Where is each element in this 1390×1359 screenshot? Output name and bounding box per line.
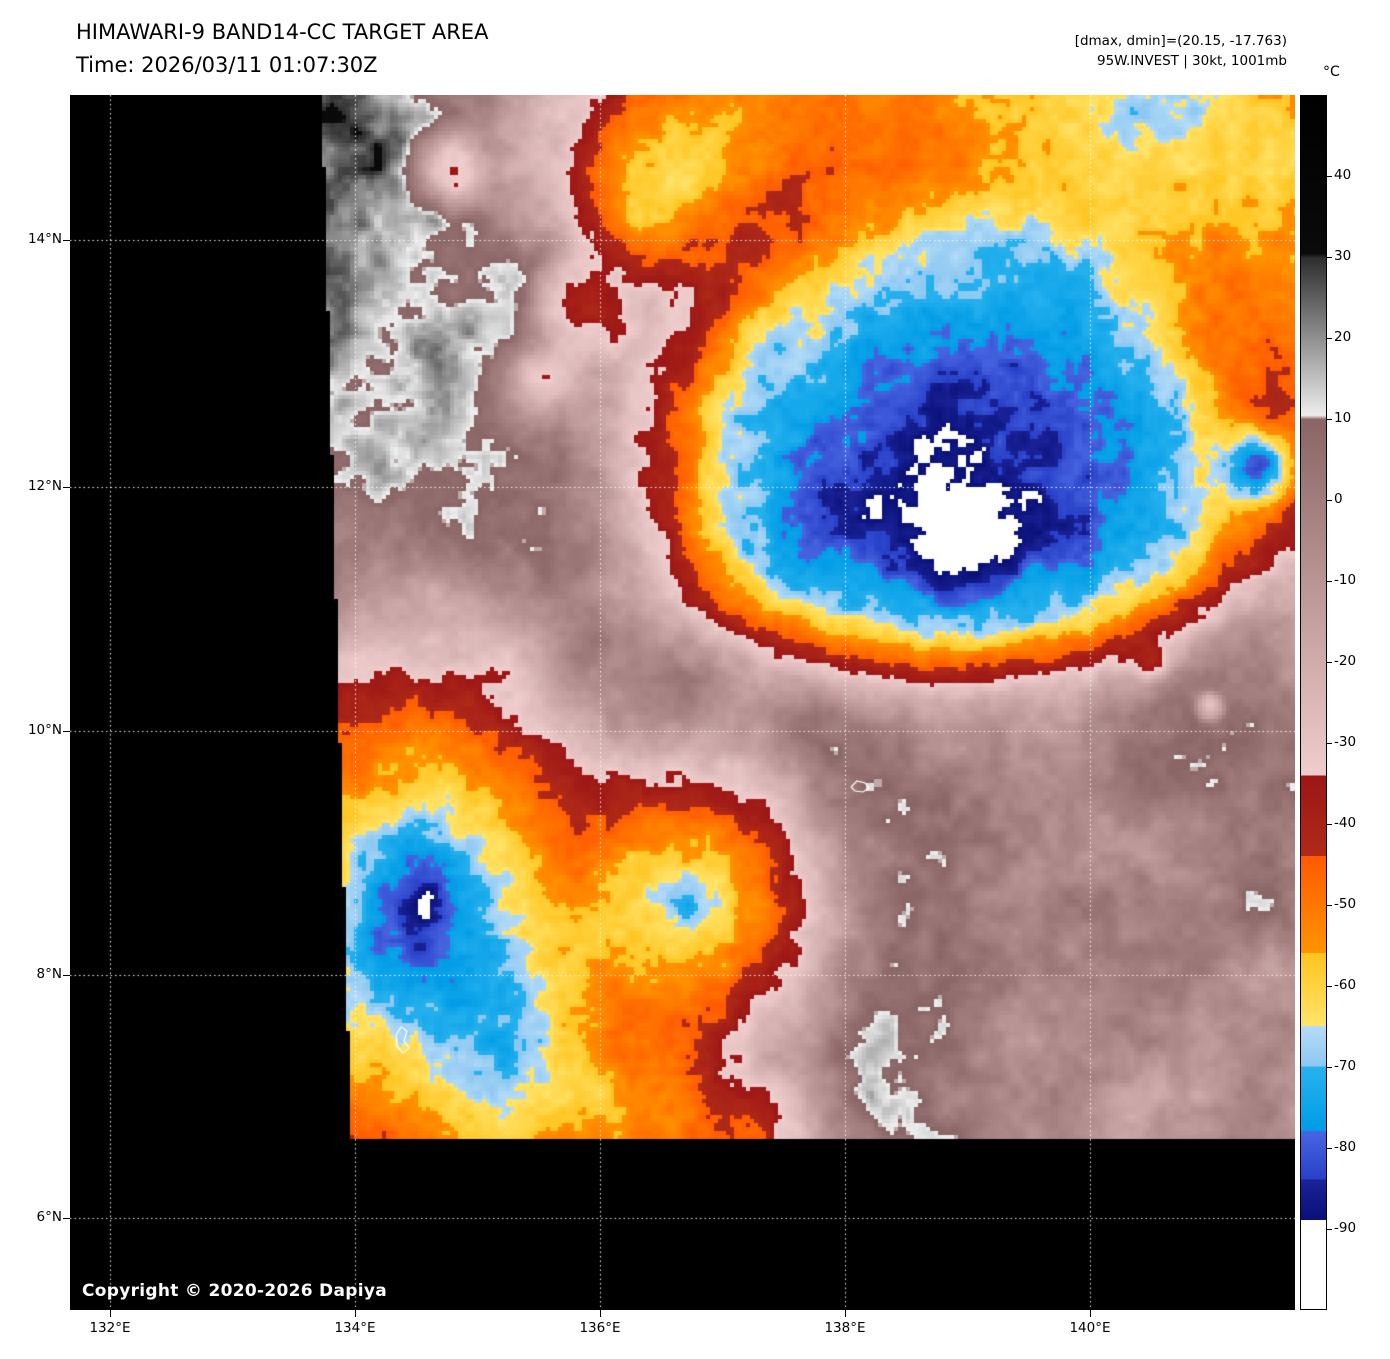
colorbar-tick-label: -30 (1334, 734, 1357, 750)
colorbar-tick-mark (1327, 338, 1332, 339)
copyright-text: Copyright © 2020-2026 Dapiya (82, 1281, 387, 1301)
range-info: [dmax, dmin]=(20.15, -17.763) (1074, 33, 1287, 49)
lat-tick-label: 6°N (36, 1209, 62, 1225)
lon-tick-mark (600, 1310, 601, 1317)
colorbar-tick-label: 20 (1334, 329, 1352, 345)
colorbar-tick-mark (1327, 1148, 1332, 1149)
lat-tick-mark (63, 731, 70, 732)
colorbar-tick-label: -40 (1334, 815, 1357, 831)
colorbar-tick-mark (1327, 257, 1332, 258)
title-block: HIMAWARI-9 BAND14-CC TARGET AREA Time: 2… (76, 16, 488, 82)
colorbar-unit-label: °C (1323, 64, 1340, 80)
lat-tick-label: 14°N (27, 231, 62, 247)
lat-tick-mark (63, 975, 70, 976)
colorbar-tick-label: 30 (1334, 248, 1352, 264)
colorbar-tick-mark (1327, 500, 1332, 501)
colorbar-tick-mark (1327, 986, 1332, 987)
map-plot-area: Copyright © 2020-2026 Dapiya (70, 95, 1295, 1310)
colorbar-tick-mark (1327, 905, 1332, 906)
lat-tick-mark (63, 1218, 70, 1219)
colorbar-tick-mark (1327, 176, 1332, 177)
timestamp: Time: 2026/03/11 01:07:30Z (76, 53, 378, 77)
colorbar-tick-label: -90 (1334, 1220, 1357, 1236)
lon-tick-label: 132°E (89, 1320, 131, 1336)
colorbar-tick-mark (1327, 662, 1332, 663)
lat-tick-label: 12°N (27, 478, 62, 494)
lon-tick-mark (1090, 1310, 1091, 1317)
colorbar-tick-label: -50 (1334, 896, 1357, 912)
colorbar-tick-mark (1327, 581, 1332, 582)
colorbar-tick-label: -60 (1334, 977, 1357, 993)
colorbar-tick-label: -70 (1334, 1058, 1357, 1074)
lon-tick-label: 140°E (1069, 1320, 1111, 1336)
lon-tick-mark (845, 1310, 846, 1317)
lat-tick-label: 10°N (27, 722, 62, 738)
lat-tick-label: 8°N (36, 966, 62, 982)
lon-tick-label: 136°E (579, 1320, 621, 1336)
colorbar-tick-mark (1327, 419, 1332, 420)
colorbar-tick-label: -20 (1334, 653, 1357, 669)
colorbar (1300, 95, 1327, 1310)
lon-tick-mark (355, 1310, 356, 1317)
lat-tick-mark (63, 240, 70, 241)
lat-tick-mark (63, 487, 70, 488)
colorbar-tick-label: 10 (1334, 410, 1352, 426)
colorbar-tick-label: 0 (1334, 491, 1343, 507)
page-title: HIMAWARI-9 BAND14-CC TARGET AREA (76, 20, 489, 44)
colorbar-tick-label: -10 (1334, 572, 1357, 588)
satellite-image-canvas (70, 95, 1295, 1310)
colorbar-tick-mark (1327, 824, 1332, 825)
header-info: [dmax, dmin]=(20.15, -17.763) 95W.INVEST… (1075, 31, 1287, 71)
lon-tick-mark (110, 1310, 111, 1317)
storm-info: 95W.INVEST | 30kt, 1001mb (1096, 53, 1287, 69)
colorbar-tick-mark (1327, 1067, 1332, 1068)
lon-tick-label: 134°E (334, 1320, 376, 1336)
colorbar-tick-mark (1327, 743, 1332, 744)
colorbar-tick-label: 40 (1334, 167, 1352, 183)
colorbar-tick-label: -80 (1334, 1139, 1357, 1155)
colorbar-tick-mark (1327, 1229, 1332, 1230)
lon-tick-label: 138°E (824, 1320, 866, 1336)
